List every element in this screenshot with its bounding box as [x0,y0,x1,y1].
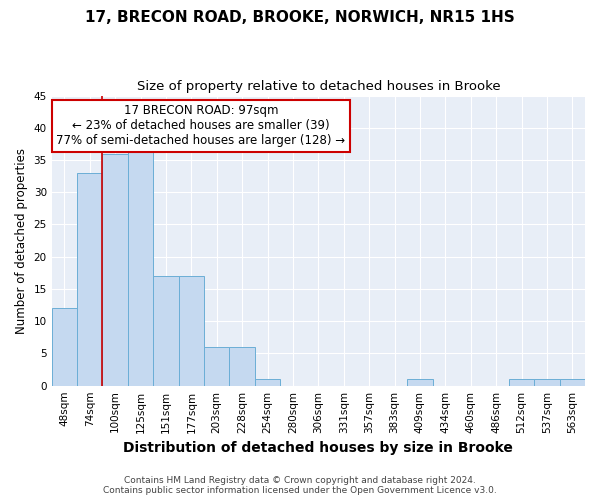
Text: 17 BRECON ROAD: 97sqm
← 23% of detached houses are smaller (39)
77% of semi-deta: 17 BRECON ROAD: 97sqm ← 23% of detached … [56,104,346,148]
Bar [534,379,560,386]
Bar [229,347,255,386]
Bar [77,173,103,386]
Bar [103,154,128,386]
Bar [509,379,534,386]
Bar [255,379,280,386]
Bar [179,276,204,386]
Title: Size of property relative to detached houses in Brooke: Size of property relative to detached ho… [137,80,500,93]
Bar [153,276,179,386]
Y-axis label: Number of detached properties: Number of detached properties [15,148,28,334]
Text: Contains HM Land Registry data © Crown copyright and database right 2024.
Contai: Contains HM Land Registry data © Crown c… [103,476,497,495]
Text: 17, BRECON ROAD, BROOKE, NORWICH, NR15 1HS: 17, BRECON ROAD, BROOKE, NORWICH, NR15 1… [85,10,515,25]
Bar [204,347,229,386]
Bar [407,379,433,386]
X-axis label: Distribution of detached houses by size in Brooke: Distribution of detached houses by size … [124,441,513,455]
Bar [560,379,585,386]
Bar [128,147,153,386]
Bar [52,308,77,386]
